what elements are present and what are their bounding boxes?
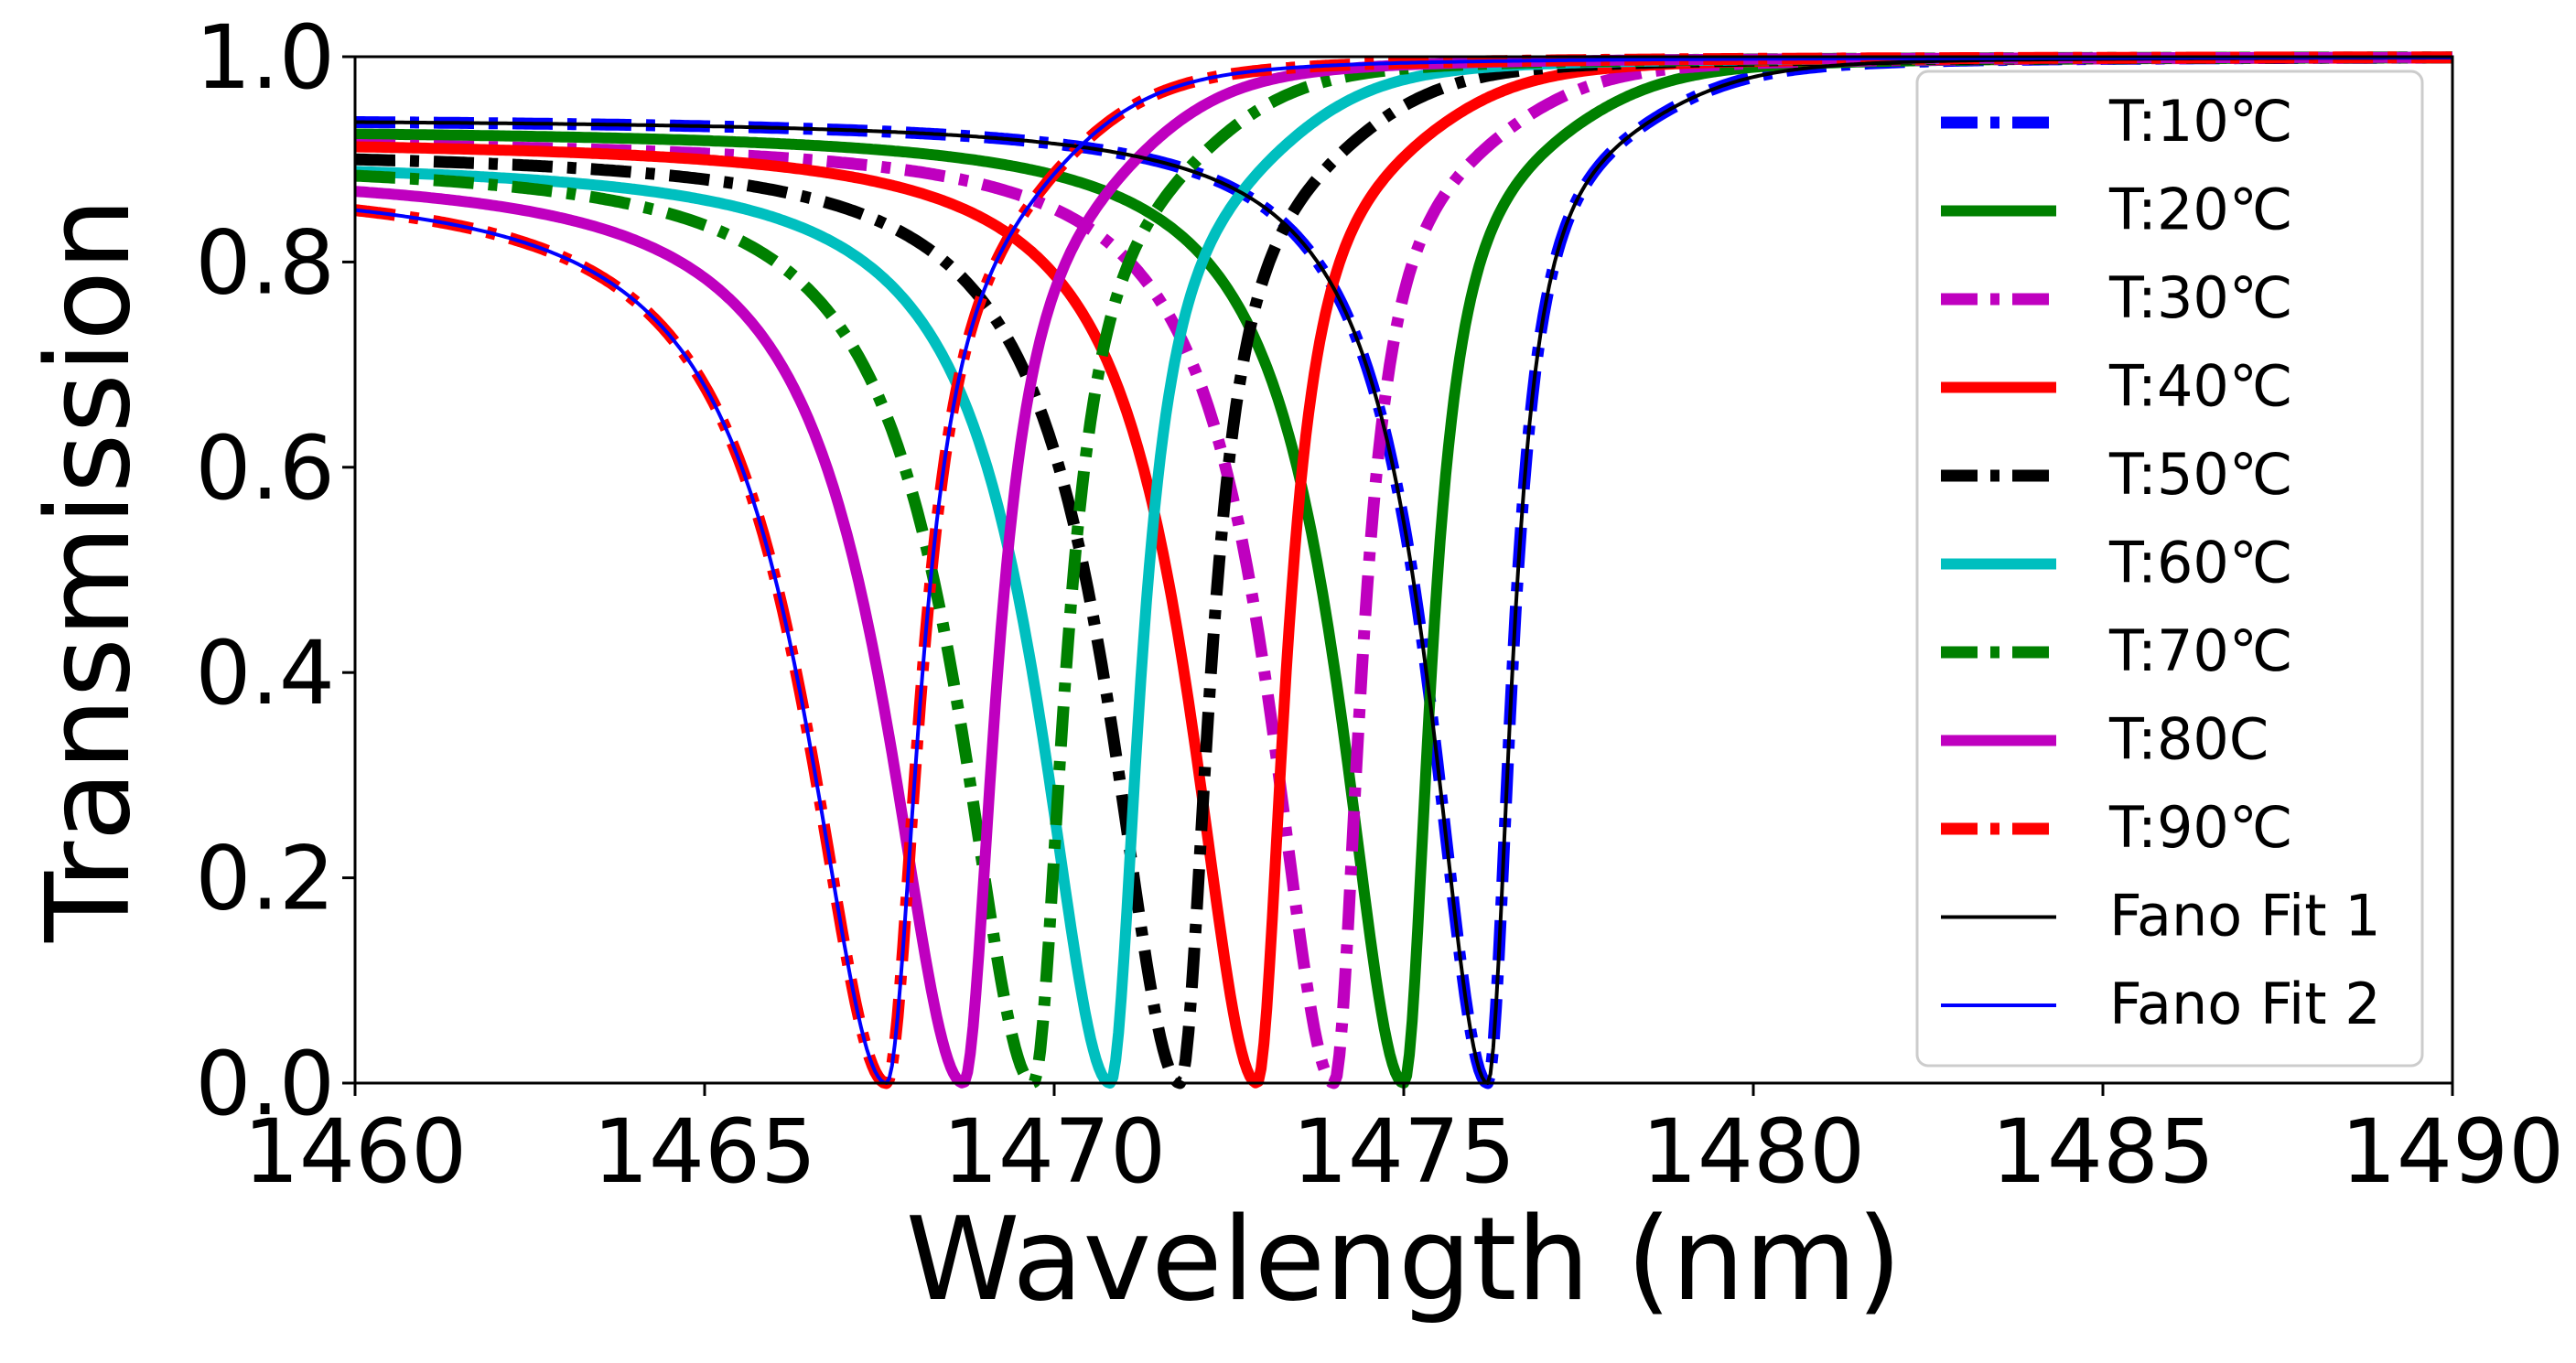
legend-entry-t-20: T:20℃ — [1941, 177, 2292, 243]
legend-entry-t-50: T:50℃ — [1941, 441, 2292, 508]
legend-label: T:20℃ — [2108, 177, 2292, 243]
legend-label: T:80C — [2108, 706, 2269, 773]
legend-entry-t-30: T:30℃ — [1941, 264, 2292, 331]
y-tick-label: 1.0 — [195, 6, 335, 109]
y-axis-label: Transmission — [21, 198, 156, 943]
x-tick-label: 1480 — [1642, 1100, 1865, 1203]
legend-entry-fano-fit-1: Fano Fit 1 — [1941, 883, 2381, 950]
x-axis: 1460 1465 1470 1475 1480 1485 1490 — [243, 1083, 2564, 1203]
legend-label: Fano Fit 2 — [2109, 971, 2381, 1037]
legend-label: T:30℃ — [2108, 264, 2292, 331]
legend-label: T:90℃ — [2108, 794, 2292, 861]
x-tick-label: 1460 — [243, 1100, 467, 1203]
legend-entry-t-10: T:10℃ — [1941, 88, 2292, 155]
x-tick-label: 1465 — [593, 1100, 816, 1203]
legend-label: Fano Fit 1 — [2109, 883, 2381, 950]
y-tick-label: 0.2 — [195, 828, 335, 930]
legend-label: T:70℃ — [2108, 617, 2292, 684]
x-tick-label: 1490 — [2341, 1100, 2564, 1203]
legend-entry-fano-fit-2: Fano Fit 2 — [1941, 971, 2381, 1037]
legend: T:10℃ T:20℃ T:30℃ T:40℃ T:50℃ T:60℃ T:70℃ T:80C… — [1915, 70, 2424, 1068]
legend-entry-t-70: T:70℃ — [1941, 617, 2292, 684]
series-line-t-50 — [351, 51, 2456, 1089]
legend-label: T:40℃ — [2108, 353, 2292, 420]
legend-entry-t-40: T:40℃ — [1941, 353, 2292, 420]
legend-label: T:60℃ — [2108, 530, 2292, 596]
y-axis: 0.0 0.2 0.4 0.6 0.8 1.0 — [195, 6, 355, 1135]
x-tick-label: 1475 — [1292, 1100, 1515, 1203]
legend-label: T:50℃ — [2108, 441, 2292, 508]
x-tick-label: 1485 — [1991, 1100, 2215, 1203]
y-tick-label: 0.6 — [195, 417, 335, 520]
legend-entry-t-90: T:90℃ — [1941, 794, 2292, 861]
x-axis-label: Wavelength (nm) — [906, 1192, 1902, 1326]
legend-box — [1915, 70, 2424, 1068]
legend-entry-t-60: T:60℃ — [1941, 530, 2292, 596]
legend-label: T:10℃ — [2108, 88, 2292, 155]
y-tick-label: 0.4 — [195, 622, 335, 724]
legend-entry-t-80c: T:80C — [1941, 706, 2269, 773]
x-tick-label: 1470 — [943, 1100, 1166, 1203]
y-tick-label: 0.8 — [195, 211, 335, 314]
y-tick-label: 0.0 — [195, 1033, 335, 1135]
